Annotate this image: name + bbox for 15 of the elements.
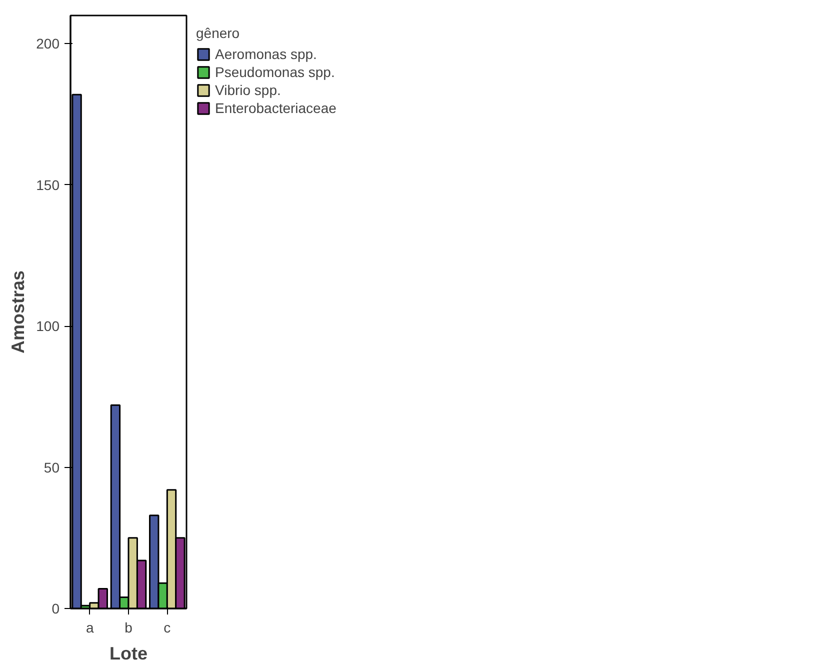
y-tick-label: 200 [36,36,60,52]
legend-label: Vibrio spp. [215,82,281,98]
y-tick-label: 0 [52,600,60,616]
x-tick-label: c [164,620,171,636]
y-tick-label: 50 [44,459,60,476]
legend-label: Pseudomonas spp. [215,64,335,80]
legend-label: Enterobacteriaceae [215,100,336,116]
y-axis-title: Amostras [8,270,28,354]
x-tick-label: b [124,620,133,636]
legend-title: gênero [196,25,241,41]
legend-label: Aeromonas spp. [215,46,317,62]
x-tick-label: a [86,620,94,636]
x-axis-title: Lote [110,644,148,664]
y-tick-label: 100 [36,318,60,334]
y-tick-label: 150 [36,176,60,193]
